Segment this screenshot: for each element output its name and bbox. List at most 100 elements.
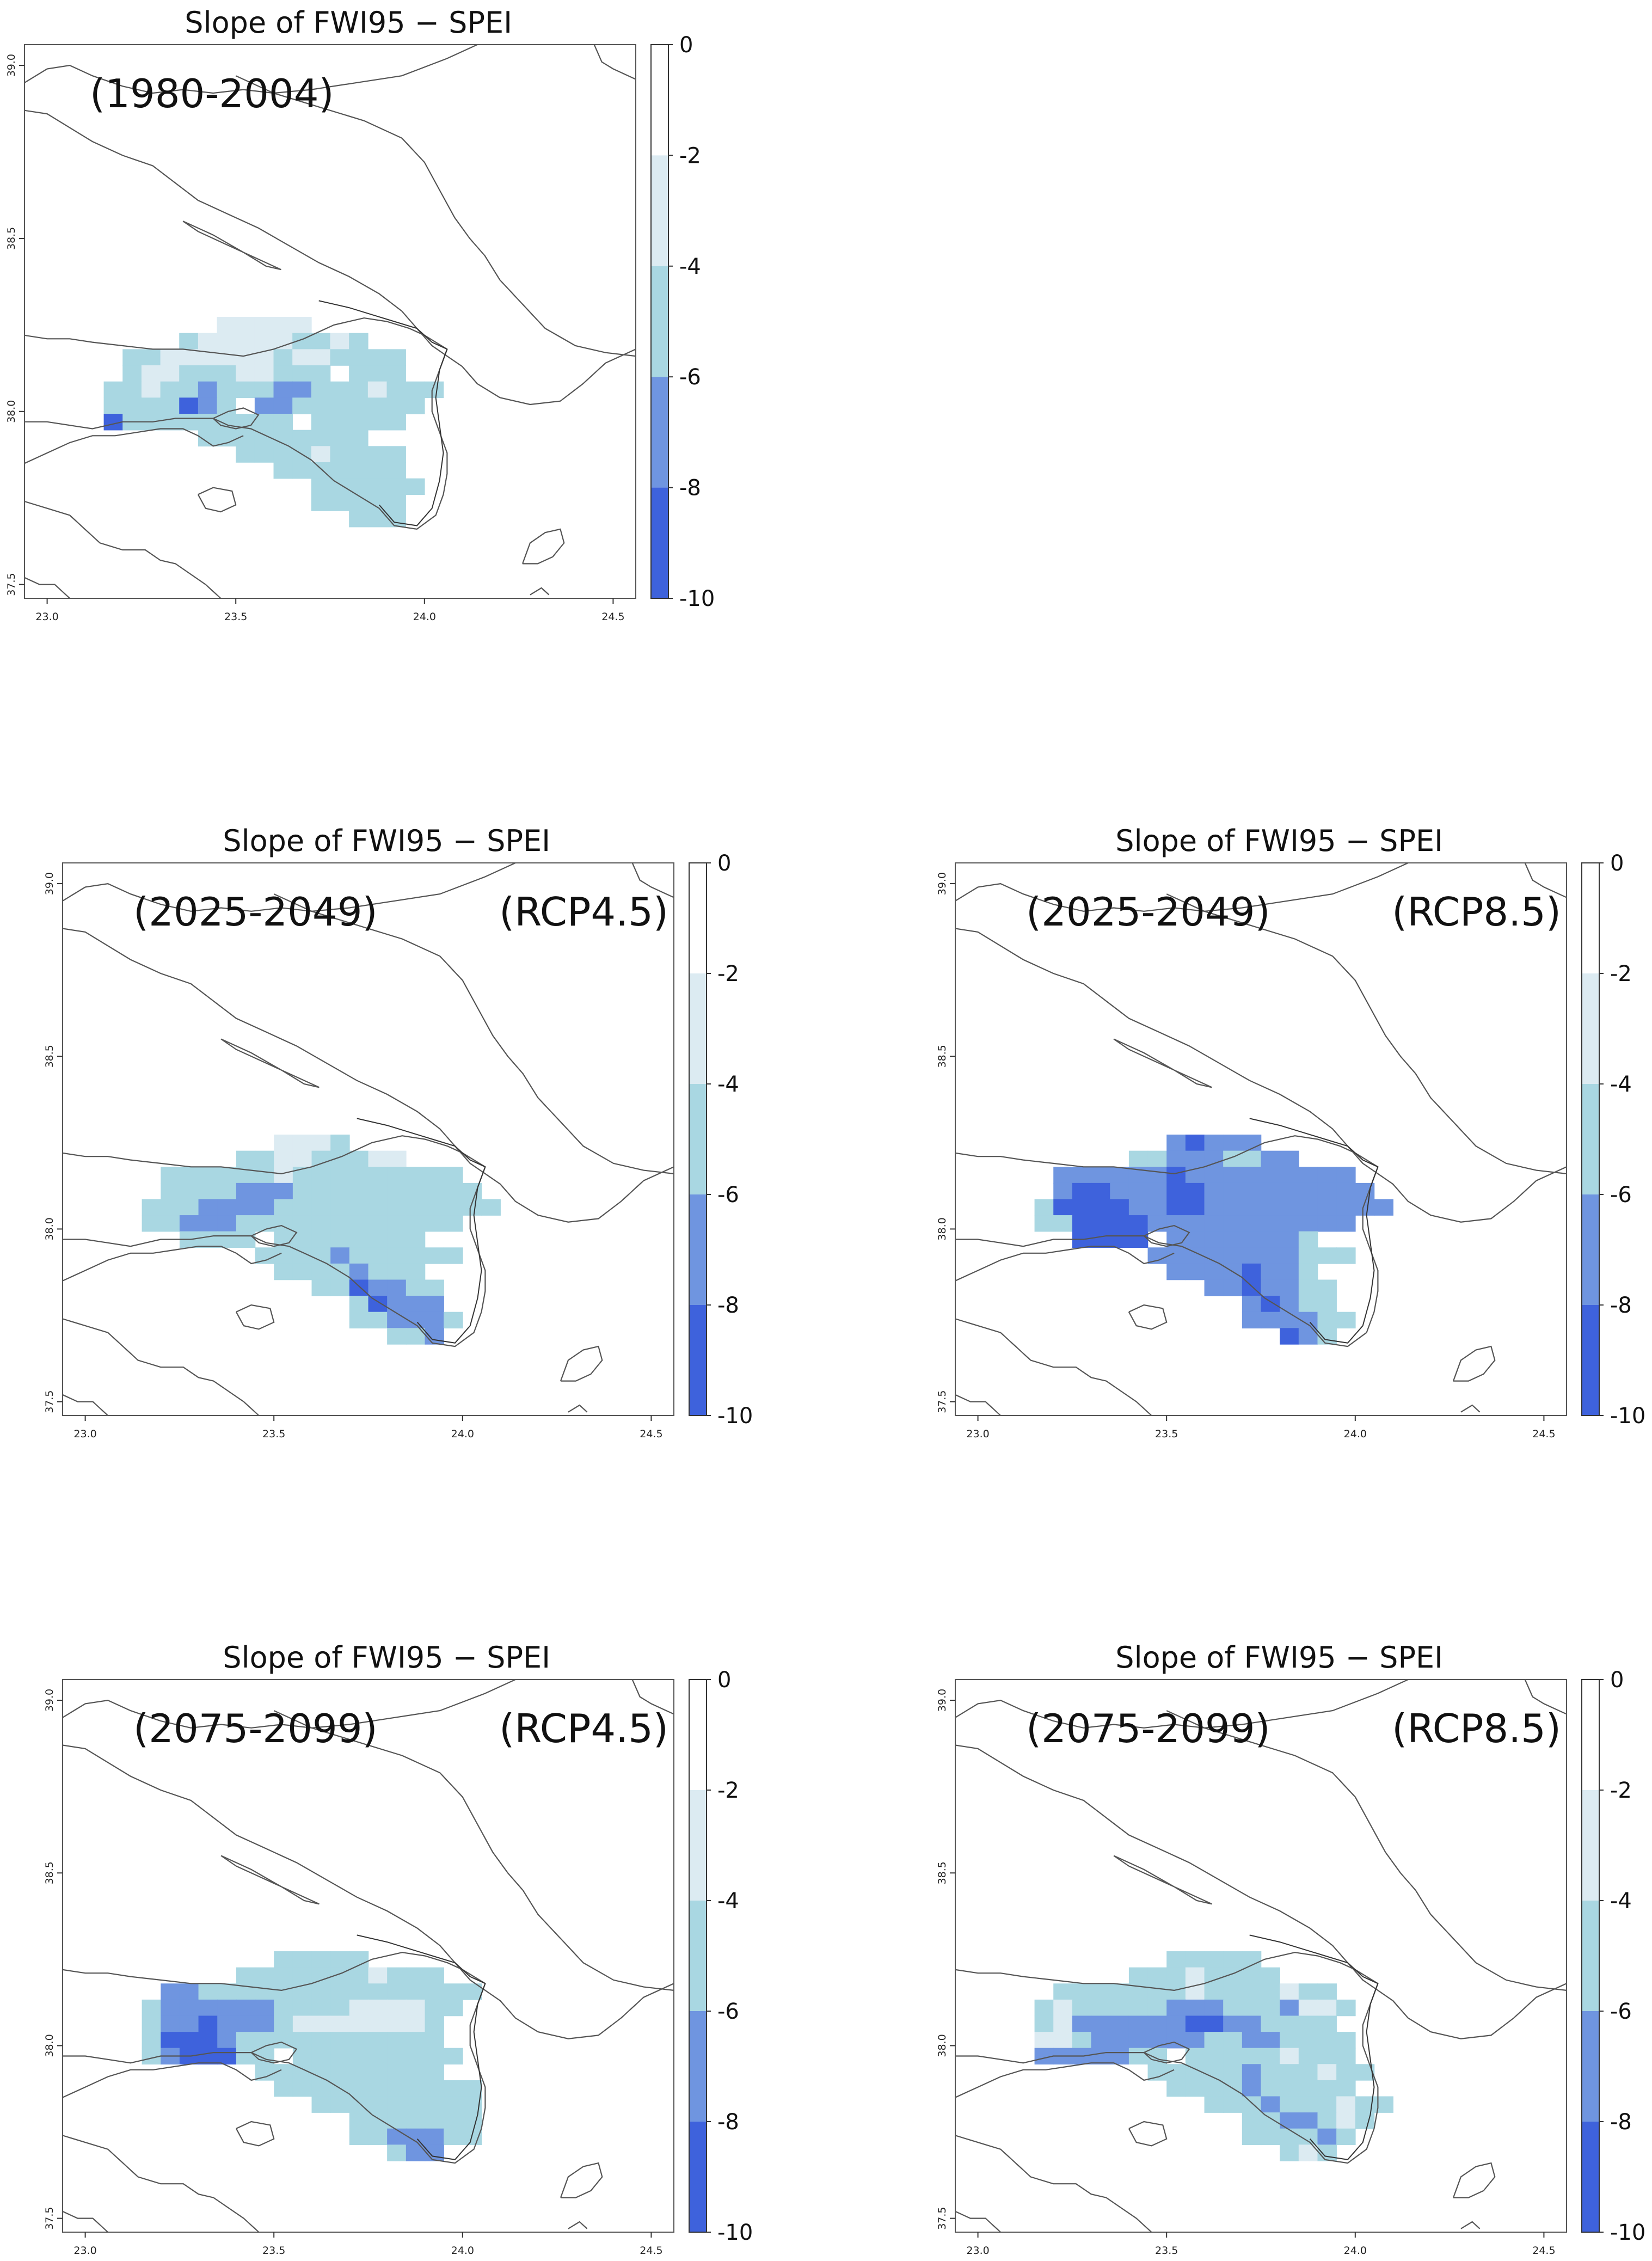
heatmap-cell <box>217 333 236 350</box>
heatmap-cell <box>387 1247 407 1264</box>
x-tick-label: 24.5 <box>601 611 624 623</box>
heatmap-cell <box>236 349 255 366</box>
heatmap-cell <box>1298 1167 1318 1184</box>
map-area <box>63 1680 674 2232</box>
coastline <box>955 1744 1567 2039</box>
heatmap-cell <box>349 1150 369 1168</box>
coastline <box>955 1983 1379 2164</box>
colorbar-label: -8 <box>1610 2110 1632 2135</box>
coastline <box>1113 1855 1212 1905</box>
heatmap-cell <box>1242 2015 1262 2032</box>
heatmap-cell <box>367 349 388 366</box>
heatmap-cell <box>386 349 406 366</box>
heatmap-cell <box>368 2112 388 2129</box>
heatmap-cell <box>198 1182 218 1200</box>
colorbar-label: 0 <box>717 851 731 876</box>
heatmap-cell <box>1298 1231 1318 1248</box>
colorbar-segment <box>689 1790 707 1901</box>
colorbar-segment <box>1582 1194 1599 1305</box>
heatmap-cell <box>1147 1167 1167 1184</box>
heatmap-cell <box>1317 1247 1337 1264</box>
heatmap-cell <box>274 1135 293 1151</box>
heatmap-cell <box>1223 2048 1243 2065</box>
heatmap-cell <box>349 462 369 479</box>
heatmap-cell <box>1298 2112 1318 2129</box>
coastline <box>568 1404 588 1413</box>
heatmap-cell <box>1072 2015 1092 2032</box>
coastline <box>235 2121 275 2147</box>
heatmap-cell <box>1317 1312 1337 1329</box>
heatmap-cell <box>292 397 312 414</box>
y-tick-label: 38.0 <box>44 1217 56 1240</box>
coastline <box>63 1744 674 2039</box>
heatmap-cell <box>1298 2015 1318 2032</box>
colorbar-segment <box>651 155 668 266</box>
heatmap-cell <box>1261 1999 1280 2017</box>
y-tick-label: 39.0 <box>44 872 56 895</box>
x-tick-label: 23.5 <box>262 2245 285 2257</box>
heatmap-cell <box>254 381 274 399</box>
heatmap-cell <box>236 1967 256 1984</box>
heatmap-cell <box>1336 1215 1356 1232</box>
heatmap-cell <box>122 381 142 399</box>
plot-frame <box>955 1679 1567 2233</box>
heatmap-cell <box>311 1951 331 1968</box>
heatmap-cell <box>311 1263 331 1280</box>
heatmap-cell <box>1242 1999 1262 2017</box>
coastline <box>1460 2221 1481 2229</box>
heatmap-cell <box>1242 1199 1262 1216</box>
heatmap-cell <box>330 494 349 511</box>
heatmap-cell <box>1336 1199 1356 1216</box>
heatmap-cell <box>236 2048 256 2065</box>
heatmap-cell <box>311 333 331 350</box>
heatmap-cell <box>141 397 161 414</box>
heatmap-cell <box>1336 1167 1356 1184</box>
heatmap-cell <box>142 1999 162 2017</box>
coastline <box>24 428 244 464</box>
heatmap-cell <box>198 1231 218 1248</box>
map-panel: 23.0 23.5 24.0 24.5 37.5 38.0 38.5 39.0 Slope of… <box>936 1640 1645 2257</box>
heatmap-cell <box>1242 1263 1262 1280</box>
heatmap-cell <box>1147 1215 1167 1232</box>
heatmap-cell <box>292 349 312 366</box>
colorbar-label: 0 <box>679 33 693 58</box>
heatmap-cell <box>1261 1150 1280 1168</box>
heatmap-cell <box>1242 1215 1262 1232</box>
heatmap-cell <box>1166 2080 1186 2097</box>
coastline <box>63 2135 260 2232</box>
heatmap-cell <box>1091 2048 1111 2065</box>
heatmap-cell <box>1317 2128 1337 2146</box>
heatmap-cell <box>1185 1182 1205 1200</box>
heatmap-cell <box>1374 1199 1393 1216</box>
heatmap-cell <box>1317 2096 1337 2113</box>
coastline <box>955 1394 1001 1416</box>
heatmap-cell <box>330 2032 350 2049</box>
heatmap-cell <box>349 494 369 511</box>
y-tick-label: 38.5 <box>5 227 17 250</box>
heatmap-cell <box>142 2032 162 2049</box>
x-tick-label: 23.0 <box>73 1428 96 1440</box>
heatmap-cell <box>444 1312 463 1329</box>
heatmap-cell <box>367 446 388 463</box>
heatmap-cell <box>406 1296 426 1313</box>
heatmap-cell <box>1223 1215 1243 1232</box>
heatmap-cell <box>179 397 199 414</box>
heatmap-cell <box>387 1199 407 1216</box>
heatmap-cell <box>386 414 406 431</box>
heatmap-cell <box>1223 2096 1243 2113</box>
coastline <box>530 587 550 596</box>
heatmap-cell <box>1204 1135 1224 1151</box>
coastline <box>1524 863 1567 898</box>
heatmap-cell <box>1242 1167 1262 1184</box>
heatmap-cell <box>311 1150 331 1168</box>
coastline <box>955 2210 1001 2232</box>
heatmap-cell <box>1128 1215 1149 1232</box>
heatmap-cell <box>349 1983 369 2000</box>
coastline <box>63 863 516 912</box>
heatmap-cell <box>292 1135 312 1151</box>
heatmap-cell <box>1336 2048 1356 2065</box>
heatmap-cell <box>1091 1999 1111 2017</box>
heatmap-cell <box>142 1215 162 1232</box>
coastline <box>24 577 70 598</box>
coastline <box>63 1166 486 1347</box>
